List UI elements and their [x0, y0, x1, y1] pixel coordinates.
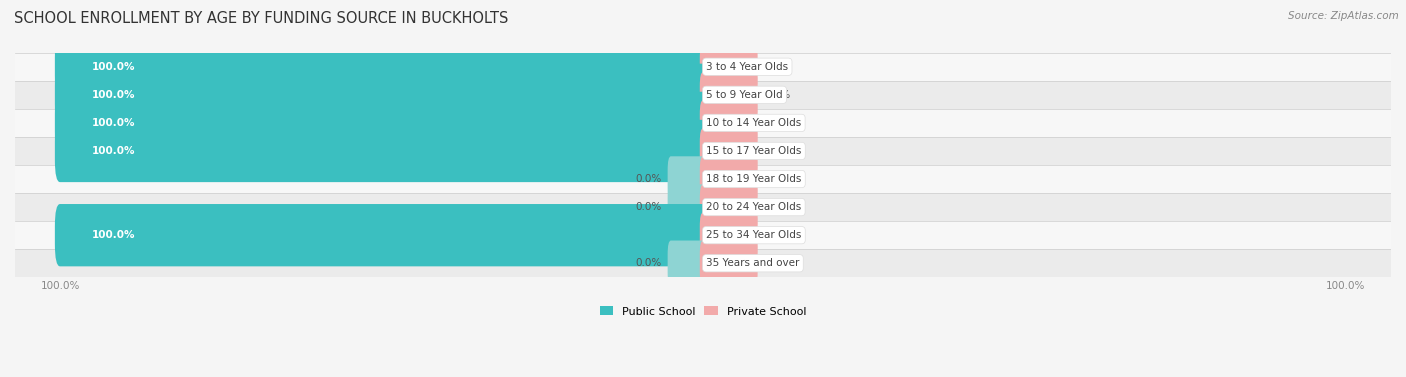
Text: 0.0%: 0.0%	[636, 258, 661, 268]
Text: 100.0%: 100.0%	[93, 90, 135, 100]
Bar	[15, 109, 1391, 137]
Text: 0.0%: 0.0%	[763, 258, 790, 268]
FancyBboxPatch shape	[700, 100, 758, 146]
Text: 18 to 19 Year Olds: 18 to 19 Year Olds	[706, 174, 801, 184]
Bar	[15, 221, 1391, 249]
Legend: Public School, Private School: Public School, Private School	[595, 302, 811, 321]
Text: 0.0%: 0.0%	[763, 90, 790, 100]
Text: 15 to 17 Year Olds: 15 to 17 Year Olds	[706, 146, 801, 156]
FancyBboxPatch shape	[55, 204, 709, 267]
Text: 25 to 34 Year Olds: 25 to 34 Year Olds	[706, 230, 801, 240]
Text: 0.0%: 0.0%	[763, 174, 790, 184]
Text: 0.0%: 0.0%	[763, 146, 790, 156]
FancyBboxPatch shape	[700, 72, 758, 118]
FancyBboxPatch shape	[668, 241, 706, 286]
Bar	[15, 249, 1391, 277]
FancyBboxPatch shape	[55, 35, 709, 98]
Text: 20 to 24 Year Olds: 20 to 24 Year Olds	[706, 202, 801, 212]
Bar	[15, 165, 1391, 193]
Text: 3 to 4 Year Olds: 3 to 4 Year Olds	[706, 62, 789, 72]
Bar	[15, 193, 1391, 221]
Text: 100.0%: 100.0%	[93, 118, 135, 128]
FancyBboxPatch shape	[700, 241, 758, 286]
FancyBboxPatch shape	[55, 120, 709, 182]
FancyBboxPatch shape	[700, 156, 758, 202]
Bar	[15, 81, 1391, 109]
FancyBboxPatch shape	[668, 184, 706, 230]
FancyBboxPatch shape	[55, 92, 709, 154]
Text: 5 to 9 Year Old: 5 to 9 Year Old	[706, 90, 783, 100]
Text: 35 Years and over: 35 Years and over	[706, 258, 800, 268]
Text: 0.0%: 0.0%	[763, 230, 790, 240]
Text: 0.0%: 0.0%	[636, 174, 661, 184]
Text: 0.0%: 0.0%	[636, 202, 661, 212]
Text: 0.0%: 0.0%	[763, 62, 790, 72]
Text: 100.0%: 100.0%	[93, 62, 135, 72]
Text: 0.0%: 0.0%	[763, 118, 790, 128]
FancyBboxPatch shape	[700, 128, 758, 174]
Text: 100.0%: 100.0%	[93, 230, 135, 240]
FancyBboxPatch shape	[700, 184, 758, 230]
Text: 10 to 14 Year Olds: 10 to 14 Year Olds	[706, 118, 801, 128]
Text: SCHOOL ENROLLMENT BY AGE BY FUNDING SOURCE IN BUCKHOLTS: SCHOOL ENROLLMENT BY AGE BY FUNDING SOUR…	[14, 11, 509, 26]
Text: Source: ZipAtlas.com: Source: ZipAtlas.com	[1288, 11, 1399, 21]
FancyBboxPatch shape	[668, 156, 706, 202]
FancyBboxPatch shape	[55, 64, 709, 126]
FancyBboxPatch shape	[700, 44, 758, 89]
Bar	[15, 53, 1391, 81]
FancyBboxPatch shape	[700, 213, 758, 258]
Text: 100.0%: 100.0%	[93, 146, 135, 156]
Text: 0.0%: 0.0%	[763, 202, 790, 212]
Bar	[15, 137, 1391, 165]
